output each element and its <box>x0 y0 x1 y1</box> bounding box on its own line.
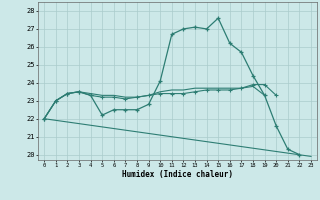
X-axis label: Humidex (Indice chaleur): Humidex (Indice chaleur) <box>122 170 233 179</box>
